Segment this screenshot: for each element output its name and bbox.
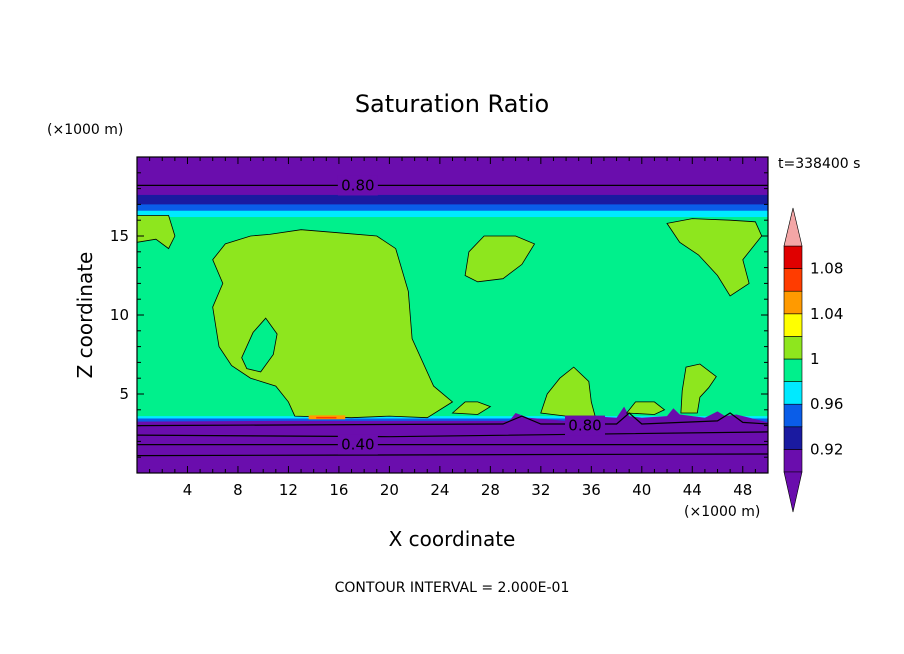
x-tick-label: 4 — [183, 481, 193, 499]
y-tick-label: 10 — [110, 306, 129, 324]
contour-line-lower-1 — [137, 412, 768, 427]
band-lower-cyan — [137, 416, 768, 421]
colorbar-bin — [783, 268, 803, 292]
plot-area: 0.80 0.80 0.40 — [136, 156, 769, 474]
y-axis-title: Z coordinate — [73, 252, 97, 379]
contour-label-bg-2 — [337, 434, 378, 455]
hole-green — [241, 317, 278, 373]
chart-title: Saturation Ratio — [355, 90, 549, 118]
patch-lower-a — [451, 401, 492, 415]
colorbar-bin — [783, 313, 803, 337]
contour-label-1: 0.80 — [568, 417, 601, 435]
x-tick-label: 24 — [430, 481, 449, 499]
patch-right-mid — [464, 235, 536, 283]
x-tick-label: 48 — [733, 481, 752, 499]
contour-line-lower-2 — [137, 431, 768, 438]
colorbar-label: 1.04 — [810, 305, 843, 323]
contour-label-bg-0 — [337, 175, 378, 196]
colorbar-label: 0.96 — [810, 395, 843, 413]
colorbar-bin — [783, 403, 803, 428]
y-tick-label: 15 — [110, 227, 129, 245]
colorbar-bin — [783, 449, 803, 473]
colorbar-bin — [783, 358, 803, 382]
patch-lower-d — [680, 363, 717, 414]
contour-interval-note: CONTOUR INTERVAL = 2.000E-01 — [335, 580, 570, 596]
colorbar-bin — [783, 336, 803, 360]
x-axis-title: X coordinate — [389, 527, 516, 551]
colorbar-bin — [783, 290, 803, 315]
x-tick-label: 28 — [481, 481, 500, 499]
patch-left-edge — [137, 215, 176, 250]
colorbar-label: 1.08 — [810, 260, 843, 278]
patch-lower-c — [625, 401, 666, 415]
colorbar-bin — [783, 426, 803, 450]
contour-label-bg-1 — [565, 415, 606, 436]
x-tick-label: 44 — [683, 481, 702, 499]
time-label: t=338400 s — [778, 156, 860, 172]
x-tick-label: 32 — [531, 481, 550, 499]
colorbar-bin — [783, 381, 803, 405]
colorbar-label: 1 — [810, 350, 820, 368]
spot-red — [316, 416, 337, 419]
band-lower-blue — [137, 418, 768, 423]
x-tick-label: 16 — [329, 481, 348, 499]
y-unit-label: (×1000 m) — [47, 122, 123, 138]
x-tick-label: 8 — [233, 481, 243, 499]
colorbar: 1.08 1.04 1 0.96 0.92 — [783, 207, 843, 513]
band-upper-blue — [137, 204, 768, 213]
x-unit-label: (×1000 m) — [684, 504, 760, 520]
y-axis: 5 10 15 — [110, 172, 768, 458]
patch-main-cloud — [212, 229, 454, 419]
colorbar-bin — [783, 245, 803, 269]
x-tick-label: 12 — [279, 481, 298, 499]
x-axis: 4 8 12 16 20 24 28 32 36 40 44 48 — [149, 157, 756, 499]
colorbar-label: 0.92 — [810, 440, 843, 458]
contour-label-0: 0.80 — [341, 176, 374, 194]
y-tick-label: 5 — [119, 385, 129, 403]
x-tick-label: 20 — [380, 481, 399, 499]
patch-upper-right — [666, 218, 763, 297]
contour-line-lower-4 — [137, 453, 768, 457]
x-tick-label: 36 — [582, 481, 601, 499]
lower-dry-region — [137, 406, 768, 473]
colorbar-under-arrow — [783, 471, 803, 513]
colorbar-over-arrow — [783, 207, 803, 247]
band-upper-cyan — [137, 210, 768, 219]
x-tick-label: 40 — [632, 481, 651, 499]
contour-label-2: 0.40 — [341, 436, 374, 454]
